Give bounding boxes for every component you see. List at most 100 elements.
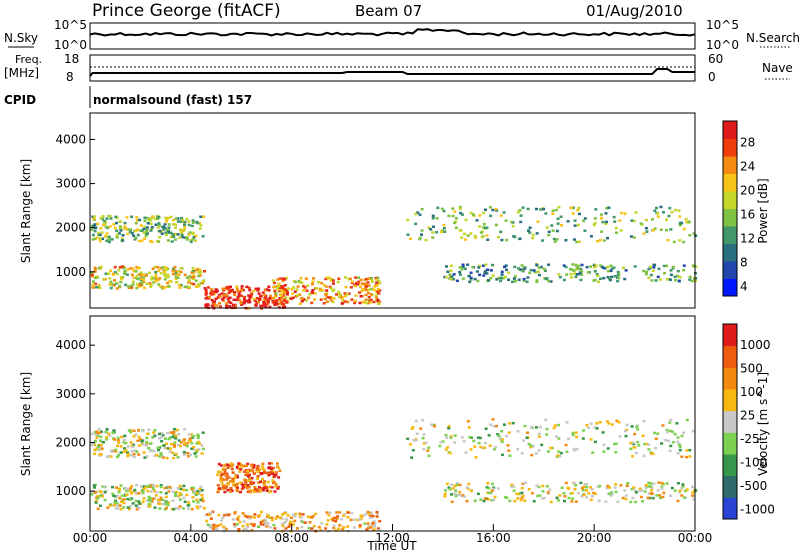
velocity-cell <box>601 431 605 434</box>
velocity-cell <box>198 505 202 508</box>
velocity-cell <box>536 494 540 498</box>
power-cell <box>224 293 228 297</box>
velocity-cell <box>245 523 249 526</box>
velocity-cell <box>147 428 151 431</box>
power-cell <box>639 222 643 225</box>
velocity-cell <box>105 436 108 439</box>
power-cell <box>271 301 275 304</box>
velocity-cell <box>159 452 163 455</box>
velocity-cell <box>408 443 412 446</box>
velocity-colorbar-frame <box>722 323 738 520</box>
power-cell <box>163 223 167 226</box>
velocity-cell <box>523 499 527 502</box>
velocity-cell <box>450 500 454 504</box>
velocity-cell <box>553 424 557 427</box>
velocity-cell <box>511 421 515 425</box>
power-cell <box>298 293 302 296</box>
power-cell <box>535 207 538 211</box>
power-cell <box>180 231 184 234</box>
velocity-cell <box>178 498 182 501</box>
velocity-cell <box>492 498 496 502</box>
velocity-cell <box>585 489 588 492</box>
velocity-cell <box>271 466 275 470</box>
velocity-cell <box>155 491 159 494</box>
velocity-cell <box>520 496 524 499</box>
velocity-cell <box>221 485 225 488</box>
velocity-cell <box>250 529 254 532</box>
power-colorbar-tick: 4 <box>740 279 748 293</box>
velocity-cell <box>160 440 164 443</box>
velocity-cell <box>190 486 194 490</box>
power-cell <box>255 301 259 304</box>
velocity-cell <box>565 450 569 453</box>
power-cell <box>311 289 315 292</box>
velocity-cell <box>193 452 197 455</box>
power-cell <box>290 287 294 291</box>
power-cell <box>451 214 455 218</box>
velocity-cell <box>124 449 128 452</box>
velocity-cell <box>378 520 382 523</box>
power-cell <box>99 265 103 269</box>
power-cell <box>192 275 196 279</box>
velocity-cell <box>334 520 338 523</box>
freq-panel-frame <box>89 54 696 82</box>
power-cell <box>271 296 275 300</box>
power-cell <box>313 292 317 295</box>
power-cell <box>341 298 345 302</box>
power-cell <box>178 284 182 288</box>
velocity-cell <box>99 453 103 456</box>
velocity-cell <box>158 437 162 440</box>
velocity-cell <box>414 419 418 423</box>
power-cell <box>257 300 261 304</box>
power-cell <box>151 215 155 218</box>
power-cell <box>573 238 576 241</box>
velocity-cell <box>137 492 141 495</box>
power-cell <box>213 303 217 306</box>
power-cell <box>95 286 98 289</box>
power-cell <box>630 219 634 222</box>
velocity-cell <box>229 487 233 490</box>
velocity-cell <box>585 496 589 499</box>
velocity-cell <box>146 489 150 493</box>
velocity-cell <box>229 462 233 465</box>
velocity-cell <box>527 442 531 446</box>
power-cell <box>222 294 226 297</box>
power-cell <box>262 302 266 305</box>
velocity-cell <box>556 454 560 457</box>
velocity-cell <box>112 429 116 432</box>
power-cell <box>278 302 282 305</box>
power-cell <box>678 224 682 227</box>
velocity-cell <box>462 440 466 443</box>
velocity-cell <box>141 489 145 493</box>
velocity-cell <box>490 489 494 492</box>
power-cell <box>273 289 277 293</box>
velocity-cell <box>106 455 109 459</box>
power-cell <box>183 226 187 229</box>
velocity-cell <box>508 499 512 503</box>
velocity-cell <box>467 482 471 486</box>
velocity-cell <box>470 489 473 493</box>
power-cell <box>608 277 611 280</box>
power-cell <box>155 277 158 281</box>
power-cell <box>321 289 325 292</box>
cpid-label: CPID <box>4 93 36 107</box>
velocity-cell <box>271 469 274 473</box>
power-cell <box>449 277 453 281</box>
velocity-cell <box>246 525 250 528</box>
velocity-cell <box>186 504 190 507</box>
power-cell <box>156 217 160 220</box>
velocity-cell <box>224 527 228 531</box>
velocity-cell <box>284 517 288 521</box>
velocity-cell <box>531 445 535 448</box>
power-cell <box>482 226 485 229</box>
velocity-cell <box>680 487 684 490</box>
velocity-cell <box>281 513 284 516</box>
power-cell <box>532 269 536 272</box>
velocity-cell <box>263 480 267 483</box>
power-cell <box>167 230 170 233</box>
velocity-cell <box>97 427 101 431</box>
power-cell <box>347 277 351 281</box>
power-cell <box>157 283 161 286</box>
power-cell <box>504 219 508 222</box>
power-cell <box>593 217 597 220</box>
